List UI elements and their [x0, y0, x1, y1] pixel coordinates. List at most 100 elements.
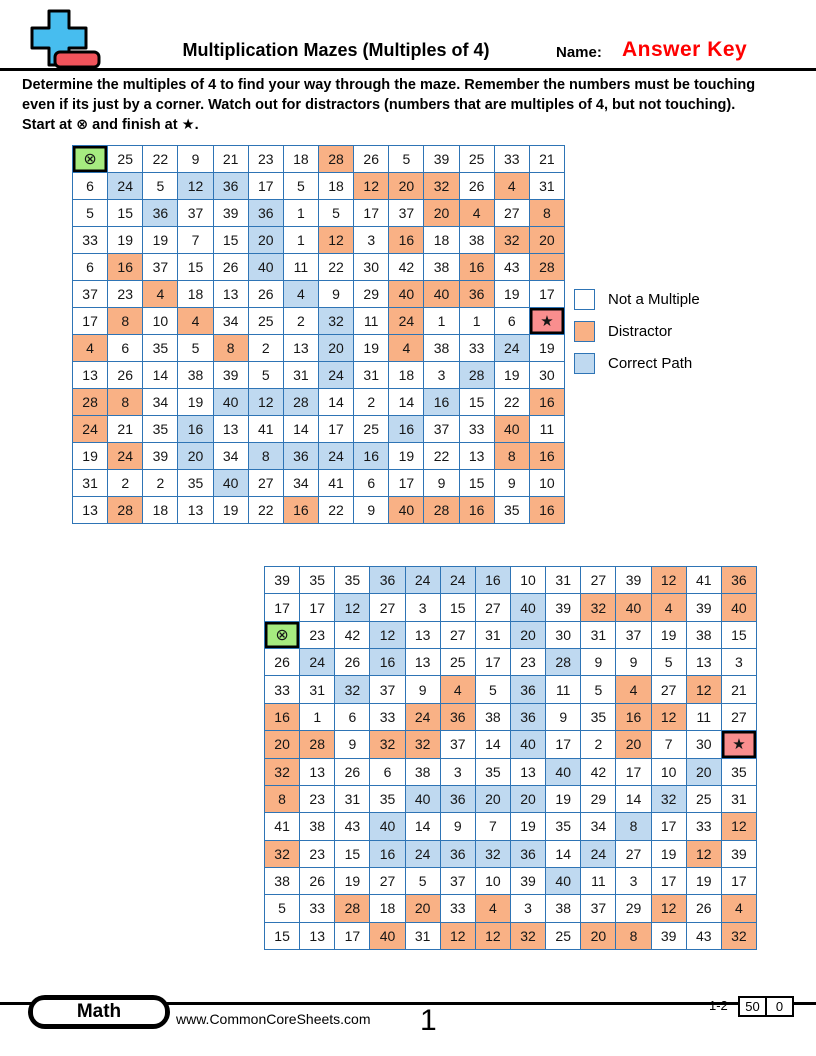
maze-path-cell: 24 [405, 567, 440, 594]
maze-path-cell: 20 [475, 785, 510, 813]
maze-distractor-cell: 4 [143, 281, 178, 307]
maze-cell: 37 [616, 621, 651, 649]
maze-cell: 38 [424, 254, 459, 280]
maze-path-cell: 36 [213, 173, 248, 199]
maze-cell: 14 [475, 731, 510, 758]
maze-cell: 22 [143, 146, 178, 172]
maze-path-cell: 32 [335, 676, 370, 703]
maze-path-cell: 24 [318, 443, 354, 469]
maze-distractor-cell: 12 [721, 813, 756, 840]
maze-cell: 19 [494, 362, 529, 388]
maze-cell: 13 [213, 416, 248, 442]
maze-cell: 23 [300, 621, 335, 649]
maze-path-cell: 32 [651, 785, 686, 813]
maze-cell: 1 [300, 703, 335, 731]
maze-cell: 21 [721, 676, 756, 703]
maze-path-cell: 24 [318, 362, 354, 388]
maze-cell: 5 [143, 173, 178, 199]
maze-cell: 1 [424, 308, 459, 334]
maze-2-grid: 39 35 35 36 24 24 16 10 31 27 39 12 41 36 17 17 12 27 3 15 2… [264, 566, 757, 950]
maze-cell: 18 [389, 362, 424, 388]
page-number: 1 [420, 1004, 437, 1037]
maze-path-cell: 36 [248, 200, 283, 226]
maze-distractor-cell: 4 [494, 173, 529, 199]
maze-finish-cell: ★ [721, 731, 756, 758]
maze-distractor-cell: 12 [475, 922, 510, 949]
maze-cell: 41 [248, 416, 283, 442]
maze-path-cell: 16 [389, 416, 424, 442]
maze-cell: 14 [283, 416, 318, 442]
maze-cell: 34 [283, 470, 318, 496]
maze-cell: 7 [178, 227, 213, 253]
maze-cell: 26 [459, 173, 494, 199]
maze-path-cell: 20 [510, 621, 546, 649]
maze-distractor-cell: 8 [265, 785, 300, 813]
maze-distractor-cell: 8 [213, 335, 248, 361]
legend: Not a Multiple Distractor Correct Path [574, 289, 700, 385]
maze-cell: 26 [108, 362, 143, 388]
maze-cell: 13 [686, 649, 721, 676]
maze-cell: 35 [494, 497, 529, 523]
legend-label: Distractor [608, 323, 673, 340]
maze-cell: 21 [529, 146, 564, 172]
maze-cell: 25 [546, 922, 581, 949]
maze-cell: 35 [178, 470, 213, 496]
maze-cell: 26 [335, 649, 370, 676]
maze-cell: 43 [335, 813, 370, 840]
maze-cell: 35 [475, 758, 510, 785]
maze-cell: 11 [529, 416, 564, 442]
maze-distractor-cell: 36 [459, 281, 494, 307]
maze-cell: 42 [335, 621, 370, 649]
maze-cell: 34 [213, 443, 248, 469]
maze-path-cell: 16 [370, 649, 405, 676]
maze-cell: 25 [686, 785, 721, 813]
maze-cell: 15 [459, 389, 494, 415]
maze-cell: 39 [213, 200, 248, 226]
maze-path-cell: 40 [213, 389, 248, 415]
maze-path-cell: 40 [370, 813, 405, 840]
maze-cell: 14 [389, 389, 424, 415]
maze-path-cell: 12 [370, 621, 405, 649]
maze-path-cell: 36 [440, 840, 475, 867]
maze-cell: 34 [213, 308, 248, 334]
maze-distractor-cell: 12 [651, 703, 686, 731]
maze-distractor-cell: 8 [108, 308, 143, 334]
maze-distractor-cell: 40 [494, 416, 529, 442]
maze-cell: 41 [265, 813, 300, 840]
maze-distractor-cell: 40 [389, 497, 424, 523]
maze-cell: 31 [300, 676, 335, 703]
maze-distractor-cell: 4 [651, 594, 686, 621]
maze-cell: 35 [143, 335, 178, 361]
score-box-missed: 0 [765, 996, 794, 1017]
maze-distractor-cell: 16 [529, 443, 564, 469]
maze-cell: 23 [300, 840, 335, 867]
maze-path-cell: 36 [510, 840, 546, 867]
maze-path-cell: 4 [283, 281, 318, 307]
maze-cell: 5 [318, 200, 354, 226]
maze-cell: 10 [143, 308, 178, 334]
maze-path-cell: 16 [354, 443, 389, 469]
maze-cell: 19 [213, 497, 248, 523]
maze-cell: 31 [335, 785, 370, 813]
maze-cell: 9 [424, 470, 459, 496]
maze-cell: 21 [213, 146, 248, 172]
maze-distractor-cell: 16 [529, 497, 564, 523]
maze-cell: 31 [405, 922, 440, 949]
maze-cell: 35 [581, 703, 616, 731]
maze-cell: 5 [178, 335, 213, 361]
maze-cell: 5 [265, 895, 300, 922]
instructions-text: Determine the multiples of 4 to find you… [22, 75, 802, 135]
maze-cell: 38 [300, 813, 335, 840]
maze-cell: 38 [405, 758, 440, 785]
maze-cell: 3 [424, 362, 459, 388]
maze-distractor-cell: 40 [424, 281, 459, 307]
maze-cell: 17 [721, 867, 756, 895]
maze-distractor-cell: 20 [581, 922, 616, 949]
maze-cell: 19 [546, 785, 581, 813]
correct-path-swatch [574, 353, 595, 374]
maze-cell: 37 [178, 200, 213, 226]
maze-distractor-cell: 32 [405, 731, 440, 758]
maze-distractor-cell: 4 [459, 200, 494, 226]
problem-range: 1-2 [709, 998, 728, 1013]
maze-cell: 33 [370, 703, 405, 731]
